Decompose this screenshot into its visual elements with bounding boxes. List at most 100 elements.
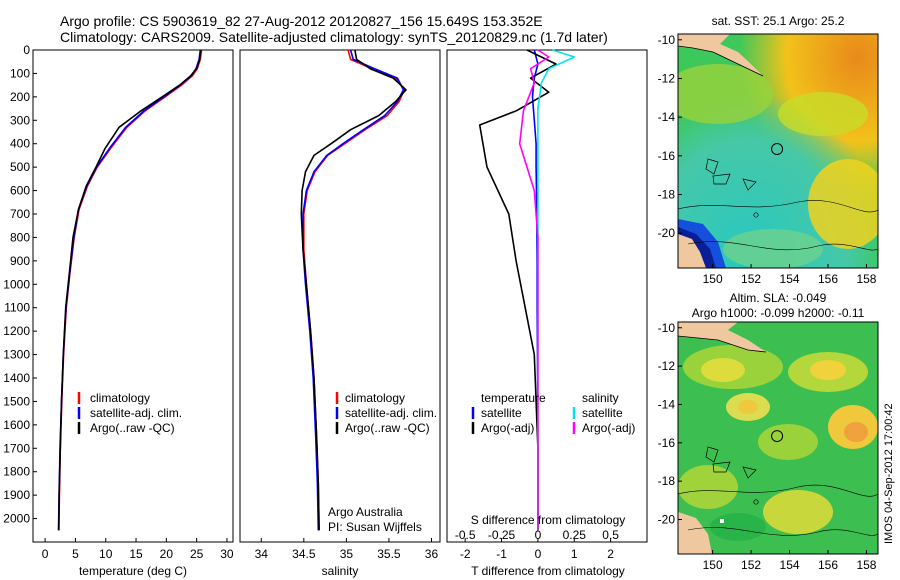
depth-axis: 0 100 200 300 400 500 600 700 800 900 1000 1100 1200… [3, 43, 37, 526]
legend-salinity-title: salinity [582, 391, 619, 405]
y-tick-label: 2000 [3, 512, 30, 526]
x-tick-label: 34 [255, 547, 269, 561]
temperature-xlabel: temperature (deg C) [79, 564, 187, 578]
x-tick-label: 10 [99, 547, 113, 561]
map-y-tick-label: -12 [658, 359, 676, 373]
x-tick-label: -1 [496, 547, 507, 561]
salinity-legend: climatology satellite-adj. clim. Argo(..… [335, 391, 437, 435]
temperature-lines [57, 49, 203, 531]
x-tick-label: -2 [460, 547, 471, 561]
x-tick-label: 25 [190, 547, 204, 561]
legend-temp-argo: Argo(-adj) [481, 421, 534, 435]
legend-climatology: climatology [345, 391, 405, 405]
x-tick-label: 0 [42, 547, 49, 561]
sst-map-axes: 150 152 154 156 158 -10 -12 -14 -16 -18 -20 [658, 33, 877, 286]
y-tick-label: 800 [10, 230, 30, 244]
map-y-tick-label: -18 [658, 188, 676, 202]
x-tick-label: 35 [340, 547, 354, 561]
y-tick-label: 1800 [3, 465, 30, 479]
difference-lines [478, 49, 576, 531]
series-line [300, 49, 407, 531]
sla-float-marker [771, 430, 784, 443]
series-line [478, 49, 557, 531]
x-tick-label: 36 [425, 547, 439, 561]
difference-plot-frame [446, 49, 648, 543]
sst-map: sat. SST: 25.1 Argo: 25.2 150 152 154 156 15… [658, 14, 879, 286]
imos-credit: IMOS 04-Sep-2012 17:00:42 [883, 403, 895, 544]
y-tick-label: 1000 [3, 277, 30, 291]
y-tick-label: 300 [10, 113, 30, 127]
difference-x-axis: -2 -1 0 1 2 [460, 538, 614, 561]
x-tick-label: 30 [220, 547, 234, 561]
map-y-tick-label: -12 [658, 71, 676, 85]
salinity-panel: 34 34.5 35 35.5 36 salinity climatology sate… [239, 49, 441, 578]
temperature-x-axis: 0 5 10 15 20 25 30 [42, 538, 234, 561]
x-tick-label: 35.5 [377, 547, 401, 561]
map-y-tick-label: -14 [658, 397, 676, 411]
map-y-tick-label: -16 [658, 149, 676, 163]
argo-australia-label: Argo Australia [328, 505, 403, 519]
temperature-difference-xlabel: T difference from climatology [471, 564, 625, 578]
header-title-line2: Climatology: CARS2009. Satellite-adjuste… [60, 29, 608, 45]
legend-temp-satellite: satellite [481, 406, 522, 420]
y-tick-label: 0 [23, 43, 30, 57]
salinity-diff-tick-label: 0 [535, 528, 542, 542]
legend-temperature-title: temperature [481, 391, 546, 405]
legend-sal-satellite: satellite [582, 406, 623, 420]
y-tick-label: 600 [10, 184, 30, 198]
sla-map: Altim. SLA: -0.049 Argo h1000: -0.099 h2… [658, 291, 879, 572]
legend-sal-argo: Argo(-adj) [582, 421, 635, 435]
map-y-tick-label: -10 [658, 321, 676, 335]
legend-satellite: satellite-adj. clim. [90, 406, 182, 420]
map-x-tick-label: 158 [856, 272, 876, 286]
y-tick-label: 100 [10, 66, 30, 80]
series-line [518, 49, 550, 531]
x-tick-label: 15 [129, 547, 143, 561]
salinity-diff-tick-label: 0.25 [563, 528, 587, 542]
x-tick-label: 5 [72, 547, 79, 561]
y-tick-label: 500 [10, 160, 30, 174]
legend-argo: Argo(..raw -QC) [90, 421, 175, 435]
salinity-x-axis: 34 34.5 35 35.5 36 [255, 538, 439, 561]
map-x-tick-label: 158 [856, 558, 876, 572]
legend-satellite: satellite-adj. clim. [345, 406, 437, 420]
map-x-tick-label: 152 [741, 558, 761, 572]
map-x-tick-label: 150 [703, 558, 723, 572]
map-y-tick-label: -18 [658, 474, 676, 488]
map-x-tick-label: 150 [703, 272, 723, 286]
y-tick-label: 1300 [3, 348, 30, 362]
temperature-plot-frame [32, 49, 234, 543]
x-tick-label: 0 [535, 547, 542, 561]
salinity-difference-ticks: -0.5 -0.25 0 0.25 0.5 [455, 528, 619, 542]
salinity-lines [300, 49, 407, 531]
y-tick-label: 1700 [3, 441, 30, 455]
sla-map-frame [677, 321, 879, 555]
map-x-tick-label: 154 [780, 272, 800, 286]
legend-argo: Argo(..raw -QC) [345, 421, 430, 435]
sla-map-title: Altim. SLA: -0.049 [730, 291, 827, 305]
salinity-diff-tick-label: -0.5 [455, 528, 476, 542]
map-y-tick-label: -16 [658, 436, 676, 450]
sst-map-image [678, 34, 878, 268]
temperature-legend: climatology satellite-adj. clim. Argo(..… [77, 391, 182, 435]
difference-panel: -2 -1 0 1 2 S difference from climatology -0… [446, 49, 648, 578]
x-tick-label: 20 [160, 547, 174, 561]
x-tick-label: 2 [607, 547, 614, 561]
legend-climatology: climatology [90, 391, 150, 405]
x-tick-label: 34.5 [292, 547, 316, 561]
map-x-tick-label: 156 [818, 272, 838, 286]
sla-map-subtitle: Argo h1000: -0.099 h2000: -0.11 [692, 306, 865, 320]
salinity-diff-tick-label: -0.25 [488, 528, 516, 542]
map-y-tick-label: -20 [658, 512, 676, 526]
salinity-diff-tick-label: 0.5 [602, 528, 619, 542]
pi-label: PI: Susan Wijffels [328, 520, 422, 534]
map-x-tick-label: 154 [780, 558, 800, 572]
map-x-tick-label: 156 [818, 558, 838, 572]
y-tick-label: 700 [10, 207, 30, 221]
sst-float-marker [771, 143, 784, 156]
header-title-line1: Argo profile: CS 5903619_82 27-Aug-2012 … [60, 13, 543, 29]
y-tick-label: 1100 [4, 301, 30, 315]
map-y-tick-label: -14 [658, 110, 676, 124]
sst-map-frame [677, 33, 879, 269]
map-y-tick-label: -10 [658, 33, 676, 47]
